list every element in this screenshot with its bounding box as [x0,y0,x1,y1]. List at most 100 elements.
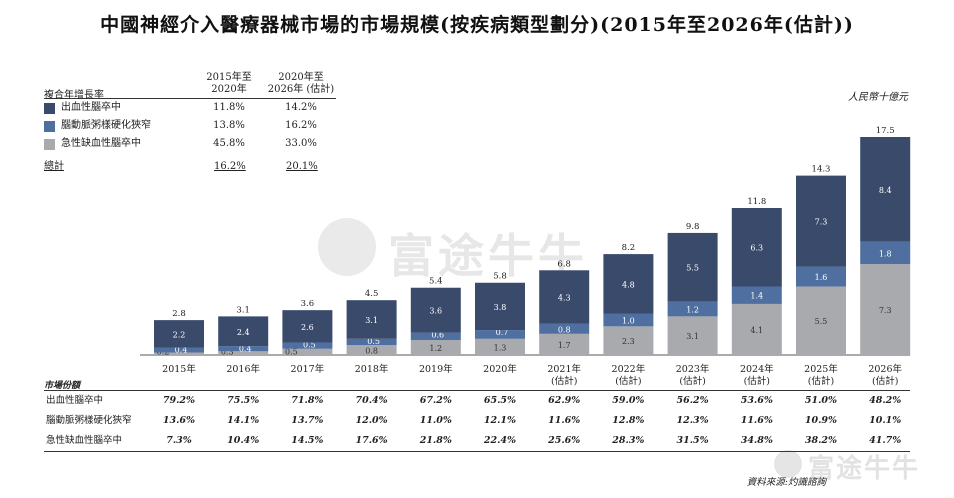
bar-segment [603,313,654,327]
bar-segment [860,264,911,355]
bar-total-label: 8.2 [622,243,636,253]
share-value: 34.8% [740,435,773,446]
share-value: 59.0% [612,395,645,406]
bar-segment [667,232,718,302]
bar-segment [603,254,654,314]
legend-swatch [44,121,55,132]
share-row: 腦動脈粥樣硬化狹窄 13.6% 14.1% 13.7% 12.0% 11.0% 12.1% 1… [44,411,910,431]
bar-total-label: 5.4 [429,277,443,287]
bar-segment [796,175,846,267]
share-value: 10.9% [804,415,838,426]
bar-segment [154,352,204,355]
bar-segment-label: 2.4 [237,328,250,337]
cagr-col1-line1: 2015年至 [206,72,252,83]
x-tick-label: (估計) [872,375,898,387]
share-value: 75.5% [227,395,260,406]
share-value: 67.2% [419,395,452,406]
bar-segment-label: 6.3 [750,244,763,253]
bar-total-label: 3.1 [236,305,250,315]
bar-segment [154,320,204,348]
x-tick-label: 2025年 [804,363,838,375]
cagr-value-2015-2020: 45.8% [213,138,245,149]
bar-total-label: 3.6 [301,299,315,309]
x-tick-label: 2022年 [612,363,646,375]
watermark-small-text: 富途牛牛 [808,454,921,484]
bar-segment-label: 2.3 [622,337,635,346]
bar-segment-label: 1.2 [429,344,442,353]
cagr-row: 急性缺血性腦卒中 45.8% 33.0% [44,135,336,153]
bar-total-label: 4.5 [365,289,379,299]
cagr-row-title: 複合年增長率 [44,90,104,101]
share-row-name: 出血性腦卒中 [46,395,104,406]
legend-series-name: 急性缺血性腦卒中 [61,138,141,149]
x-tick-label: (估計) [744,375,770,387]
bar-segment [860,137,911,242]
share-value: 65.5% [483,395,517,406]
bar-segment-label: 7.3 [815,218,828,227]
bar-segment-label: 0.4 [239,344,252,353]
bar-segment [731,286,782,304]
bar-segment [539,270,590,324]
x-tick-label: 2024年 [740,363,774,375]
legend-swatch [44,103,55,114]
x-tick-label: 2015年 [162,363,196,375]
share-value: 14.5% [291,435,324,446]
legend-swatch [44,139,55,150]
bar-segment-label: 0.4 [175,346,188,355]
bar-segment [667,316,718,355]
x-tick-label: 2017年 [291,363,325,375]
cagr-row: 腦動脈粥樣硬化狹窄 13.8% 16.2% [44,117,336,135]
bar-segment [410,287,461,333]
x-tick-label: 2021年 [547,363,581,375]
x-tick-label: 2023年 [676,363,710,375]
x-tick-label: 2019年 [419,363,453,375]
bar-segment [346,300,397,339]
bar-segment-label: 0.6 [431,331,444,340]
share-value: 21.8% [419,435,452,446]
bar-total-label: 6.8 [557,259,571,269]
bar-segment-label: 0.3 [221,348,234,357]
cagr-row: 出血性腦卒中 11.8% 14.2% [44,99,336,117]
bar-total-label: 9.8 [686,222,700,232]
cagr-legend-table: 2015年至 2020年 2020年至 2026年 (估計) 複合年增長率 出血… [44,72,336,177]
bar-segment-label: 3.1 [365,316,378,325]
share-value: 48.2% [869,395,902,406]
bar-segment [539,333,590,355]
bar-segment [346,345,397,355]
bar-segment-label: 2.6 [301,323,314,332]
share-value: 10.1% [869,415,902,426]
cagr-col1-header: 2015年至 2020年 [194,72,264,96]
bar-segment [860,241,911,265]
x-tick-label: 2016年 [226,363,260,375]
bar-segment [796,266,846,287]
bar-segment-label: 0.5 [367,337,380,346]
bar-segment [282,348,333,355]
share-value: 10.4% [227,435,260,446]
bar-segment [282,310,333,343]
bar-total-label: 2.8 [172,309,186,319]
share-value: 28.3% [612,435,645,446]
share-value: 17.6% [355,435,388,446]
cagr-total-name: 總計 [44,161,64,172]
bar-segment-label: 1.3 [494,343,507,352]
share-value: 31.5% [676,435,709,446]
share-value: 79.2% [162,395,196,406]
bar-segment [539,323,590,334]
bar-segment [218,316,269,347]
bar-segment-label: 3.6 [429,307,442,316]
bar-segment-label: 5.5 [815,317,828,326]
bar-segment-label: 1.2 [686,305,699,314]
x-tick-label: (估計) [615,375,641,387]
bar-segment [603,326,654,355]
market-share-label: 市場份額 [44,381,81,391]
x-tick-label: (估計) [551,375,577,387]
cagr-total-row: 總計 16.2% 20.1% [44,157,336,177]
share-value: 11.6% [740,415,773,426]
bar-segment [282,342,333,349]
bar-segment [731,303,782,355]
bar-segment-label: 8.4 [879,186,892,195]
bar-segment [154,347,204,353]
bar-segment-label: 0.5 [303,341,316,350]
bar-segment [475,330,525,339]
bar-segment-label: 1.8 [879,249,892,258]
